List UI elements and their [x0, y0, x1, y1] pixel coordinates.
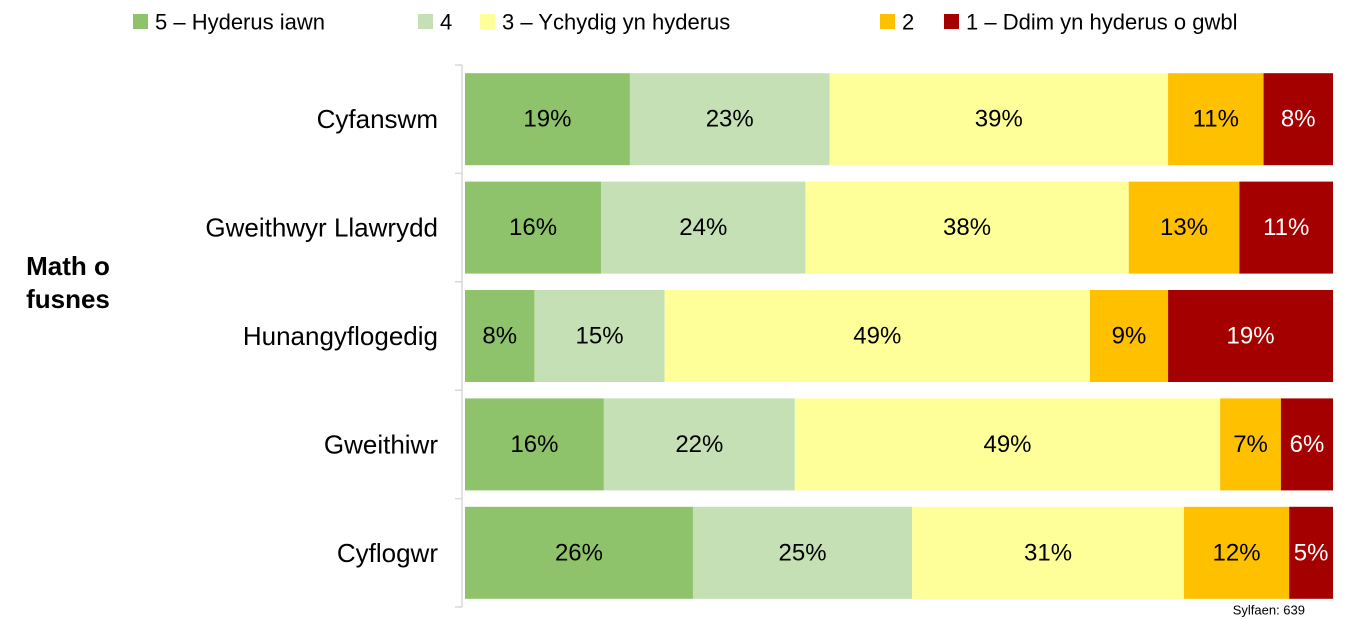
value-label: 31%	[1024, 539, 1072, 566]
bar-segment	[1289, 506, 1333, 599]
y-tick-label: Cyflogwr	[337, 538, 438, 568]
bar-segment	[1280, 398, 1333, 491]
bar-segment	[912, 506, 1184, 599]
bar-segment	[1239, 181, 1333, 274]
y-tick-label: Gweithiwr	[324, 429, 438, 459]
value-label: 8%	[1281, 106, 1316, 133]
bar-segment	[664, 290, 1090, 382]
value-label: 16%	[509, 214, 557, 241]
legend-swatch	[880, 14, 895, 29]
legend-label: 2	[902, 10, 914, 35]
legend-label: 4	[440, 10, 452, 35]
y-axis-title: Math o fusnes	[26, 251, 110, 314]
y-tick-label: Cyfanswm	[317, 104, 438, 134]
legend-swatch	[944, 14, 959, 29]
value-label: 8%	[482, 323, 517, 350]
bar-segment	[603, 398, 795, 491]
value-label: 23%	[706, 106, 754, 133]
bar-segment	[692, 506, 913, 599]
value-label: 22%	[675, 431, 723, 458]
legend-label: 5 – Hyderus iawn	[155, 10, 325, 35]
legend-label: 3 – Ychydig yn hyderus	[502, 10, 730, 35]
value-label: 26%	[555, 539, 603, 566]
value-label: 25%	[779, 539, 827, 566]
legend-swatch	[480, 14, 495, 29]
value-label: 7%	[1233, 431, 1268, 458]
bar-segment	[794, 398, 1221, 491]
legend-swatch	[418, 14, 433, 29]
y-tick-label: Hunangyflogedig	[243, 321, 438, 351]
value-label: 11%	[1263, 214, 1309, 241]
bar-segment	[601, 181, 806, 274]
y-tick-label: Gweithwyr Llawrydd	[205, 213, 438, 243]
bar-segment	[629, 73, 830, 166]
bar-segment	[465, 181, 602, 274]
bar-segment	[805, 181, 1129, 274]
legend-label: 1 – Ddim yn hyderus o gwbl	[966, 10, 1237, 35]
value-label: 9%	[1112, 323, 1147, 350]
bar-segment	[1089, 290, 1169, 382]
legend-swatch	[133, 14, 148, 29]
value-label: 19%	[523, 106, 571, 133]
bar-segment	[534, 290, 665, 382]
value-label: 39%	[975, 106, 1023, 133]
bar-segment	[465, 290, 535, 382]
bar-segment	[1263, 73, 1333, 166]
value-label: 49%	[853, 323, 901, 350]
value-label: 24%	[679, 214, 727, 241]
value-label: 12%	[1213, 539, 1261, 566]
bar-segment	[1128, 181, 1240, 274]
value-label: 11%	[1193, 106, 1239, 133]
bar-segment	[1220, 398, 1281, 491]
value-label: 38%	[943, 214, 991, 241]
bar-segment	[1183, 506, 1290, 599]
value-label: 49%	[983, 431, 1031, 458]
bar-segment	[829, 73, 1169, 166]
value-label: 19%	[1227, 323, 1275, 350]
bar-segment	[1168, 73, 1264, 166]
value-label: 16%	[510, 431, 558, 458]
value-label: 5%	[1294, 539, 1329, 566]
note: Sylfaen: 639	[1233, 603, 1305, 618]
value-label: 6%	[1290, 431, 1325, 458]
bar-segment	[465, 73, 630, 166]
bar-segment	[465, 506, 693, 599]
value-label: 15%	[576, 323, 624, 350]
bar-segment	[1168, 290, 1333, 382]
bar-segment	[465, 398, 604, 491]
value-label: 13%	[1160, 214, 1208, 241]
